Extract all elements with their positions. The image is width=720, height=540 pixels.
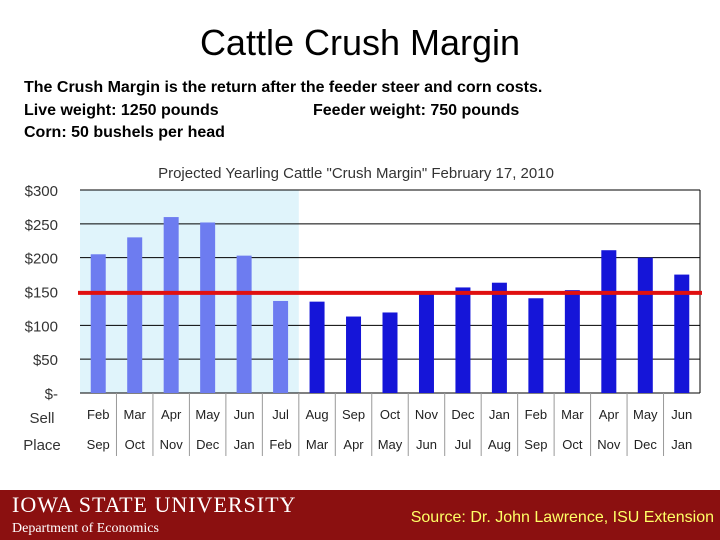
bar <box>273 300 289 393</box>
y-tick-label: $50 <box>33 352 58 369</box>
isu-logo: IOWA STATE UNIVERSITY <box>12 492 297 517</box>
y-tick-label: $250 <box>25 217 58 234</box>
place-month-label: Oct <box>125 437 146 452</box>
sell-month-label: May <box>633 407 658 422</box>
place-month-label: Oct <box>562 437 583 452</box>
place-month-label: Mar <box>306 437 329 452</box>
place-month-label: Jul <box>455 437 472 452</box>
bar <box>637 257 653 393</box>
place-month-label: May <box>378 437 403 452</box>
sell-month-label: Nov <box>415 407 439 422</box>
row-label-sell: Sell <box>29 410 54 427</box>
sell-month-label: Feb <box>87 407 109 422</box>
place-month-label: Aug <box>488 437 511 452</box>
bar <box>564 290 580 393</box>
sell-month-label: Sep <box>342 407 365 422</box>
corn-text: Corn: 50 bushels per head <box>24 124 225 141</box>
sell-month-label: Jul <box>272 407 289 422</box>
sell-month-label: Apr <box>599 407 620 422</box>
place-month-label: Jun <box>416 437 437 452</box>
footer-bar: IOWA STATE UNIVERSITY Department of Econ… <box>0 490 720 540</box>
place-month-label: Sep <box>87 437 110 452</box>
place-month-label: Jan <box>671 437 692 452</box>
sell-month-label: Aug <box>305 407 328 422</box>
bar <box>601 250 617 393</box>
bar <box>455 287 471 393</box>
sell-month-label: Apr <box>161 407 182 422</box>
y-tick-label: $300 <box>25 183 58 200</box>
live-weight-text: Live weight: 1250 pounds <box>24 102 219 119</box>
sell-month-label: Dec <box>451 407 475 422</box>
slide-title: Cattle Crush Margin <box>199 22 521 63</box>
bar <box>200 222 216 393</box>
place-month-label: Dec <box>634 437 658 452</box>
bar <box>382 312 398 393</box>
y-tick-label: $200 <box>25 251 58 268</box>
place-month-label: Feb <box>269 437 291 452</box>
row-label-place: Place <box>23 437 61 454</box>
bar <box>346 316 362 393</box>
place-month-label: Nov <box>160 437 184 452</box>
sell-month-label: Mar <box>561 407 584 422</box>
place-month-label: Nov <box>597 437 621 452</box>
y-tick-label: $100 <box>25 318 58 335</box>
bar <box>309 301 325 393</box>
sell-month-label: Mar <box>124 407 147 422</box>
bar <box>127 237 143 393</box>
place-month-label: Sep <box>524 437 547 452</box>
sell-month-label: Oct <box>380 407 401 422</box>
crush-margin-chart: Projected Yearling Cattle "Crush Margin"… <box>23 165 702 456</box>
bar <box>491 282 507 393</box>
bar <box>90 254 106 393</box>
crush-margin-description: The Crush Margin is the return after the… <box>24 79 543 96</box>
sell-month-label: Jun <box>671 407 692 422</box>
place-month-label: Jan <box>234 437 255 452</box>
source-note: Source: Dr. John Lawrence, ISU Extension <box>410 509 714 526</box>
bar <box>236 255 252 393</box>
bar <box>418 292 434 393</box>
department-label: Department of Economics <box>12 521 159 536</box>
sell-month-label: Feb <box>525 407 547 422</box>
sell-month-label: Jun <box>234 407 255 422</box>
y-tick-label: $150 <box>25 285 58 302</box>
y-tick-label: $- <box>45 386 58 403</box>
bar <box>674 274 690 393</box>
place-month-label: Apr <box>343 437 364 452</box>
feeder-weight-text: Feeder weight: 750 pounds <box>313 102 520 119</box>
sell-month-label: Jan <box>489 407 510 422</box>
place-month-label: Dec <box>196 437 220 452</box>
sell-month-label: May <box>195 407 220 422</box>
chart-title: Projected Yearling Cattle "Crush Margin"… <box>158 165 554 182</box>
bar <box>528 298 544 393</box>
bar <box>163 217 179 393</box>
